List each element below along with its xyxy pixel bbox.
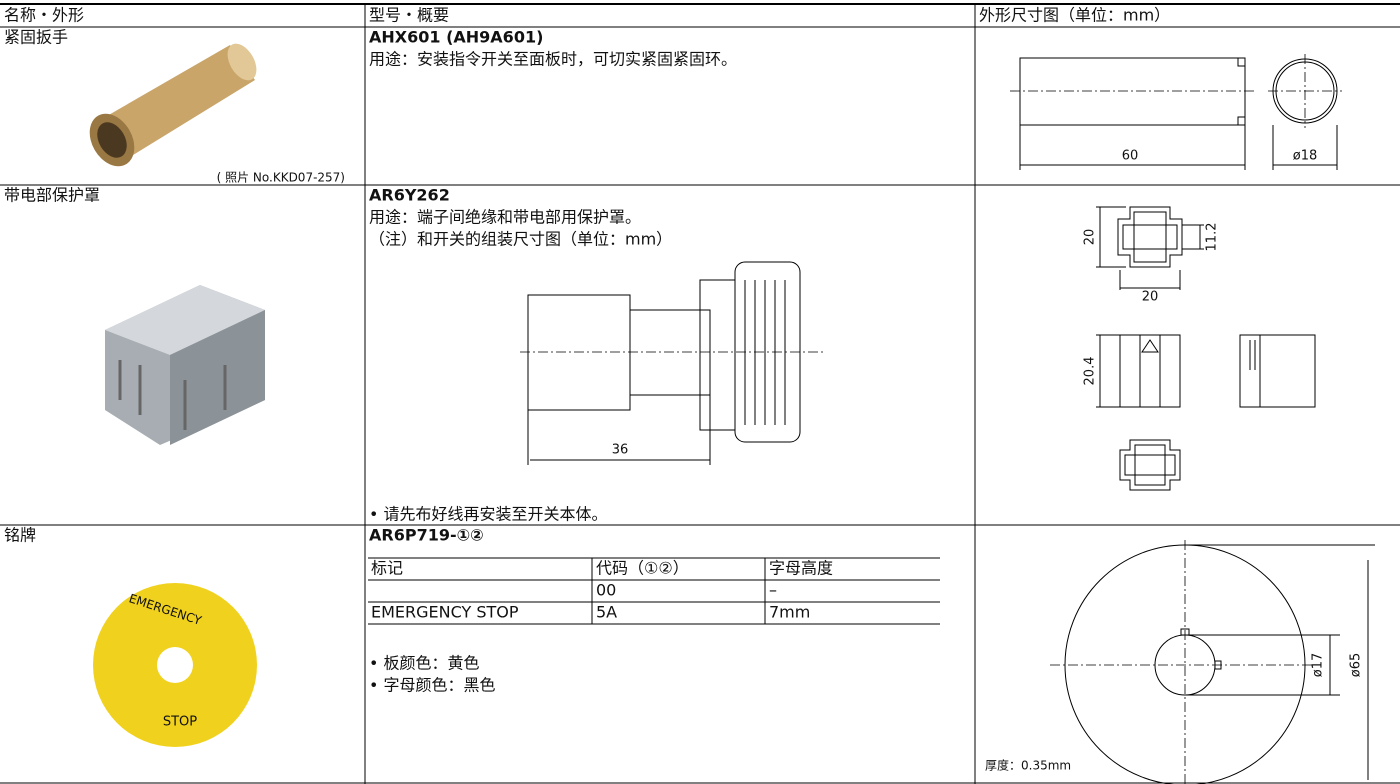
dimension: ø65 <box>1349 653 1364 678</box>
item-name: 铭牌 <box>4 526 36 545</box>
plate-text: STOP <box>163 715 197 730</box>
item-name: 带电部保护罩 <box>4 186 100 205</box>
dimension: ø18 <box>1293 149 1318 164</box>
dimension: 36 <box>612 443 629 458</box>
wrench-photo <box>89 43 257 167</box>
description: 用途：安装指令开关至面板时，可切实紧固紧固环。 <box>369 50 737 69</box>
thickness-note: 厚度：0.35mm <box>985 758 1071 773</box>
assembly-drawing <box>520 261 825 465</box>
subtable-cell: 7mm <box>769 603 810 622</box>
dimension: 20.4 <box>1083 357 1098 386</box>
dimension: 20 <box>1083 229 1098 246</box>
description: 用途：端子间绝缘和带电部用保护罩。 <box>369 208 641 227</box>
subtable-header: 标记 <box>371 559 403 578</box>
subtable-cell: 00 <box>596 581 616 600</box>
note: • 字母颜色：黑色 <box>369 676 496 695</box>
header: 名称・外形 <box>4 6 84 25</box>
cover-drawings <box>1096 206 1316 491</box>
description: （注）和开关的组装尺寸图（单位：mm） <box>369 230 672 249</box>
model: AHX601 (AH9A601) <box>369 28 543 47</box>
dimension: 60 <box>1122 149 1139 164</box>
subtable-cell: – <box>769 581 777 600</box>
header: 外形尺寸图（单位：mm） <box>979 6 1170 25</box>
plate-drawing <box>1050 540 1375 784</box>
wrench-drawing <box>1010 54 1342 170</box>
photo-caption: ( 照片 No.KKD07-257) <box>217 171 345 185</box>
table-grid <box>0 3 1400 784</box>
dimension: ø17 <box>1311 653 1326 678</box>
subtable-cell: 5A <box>596 603 617 622</box>
note: • 请先布好线再安装至开关本体。 <box>369 505 608 524</box>
note: • 板颜色：黄色 <box>369 654 480 673</box>
subtable-header: 字母高度 <box>769 559 833 578</box>
subtable-header: 代码（①②） <box>596 559 689 578</box>
model: AR6P719-①② <box>369 526 484 545</box>
subtable-cell: EMERGENCY STOP <box>371 603 519 622</box>
item-name: 紧固扳手 <box>4 28 68 47</box>
cover-photo <box>105 285 265 445</box>
model: AR6Y262 <box>369 186 450 205</box>
dimension: 11.2 <box>1205 223 1220 252</box>
header: 型号・概要 <box>369 6 449 25</box>
dimension: 20 <box>1142 290 1159 305</box>
subtable-grid <box>368 557 940 625</box>
plate-photo <box>93 583 257 747</box>
